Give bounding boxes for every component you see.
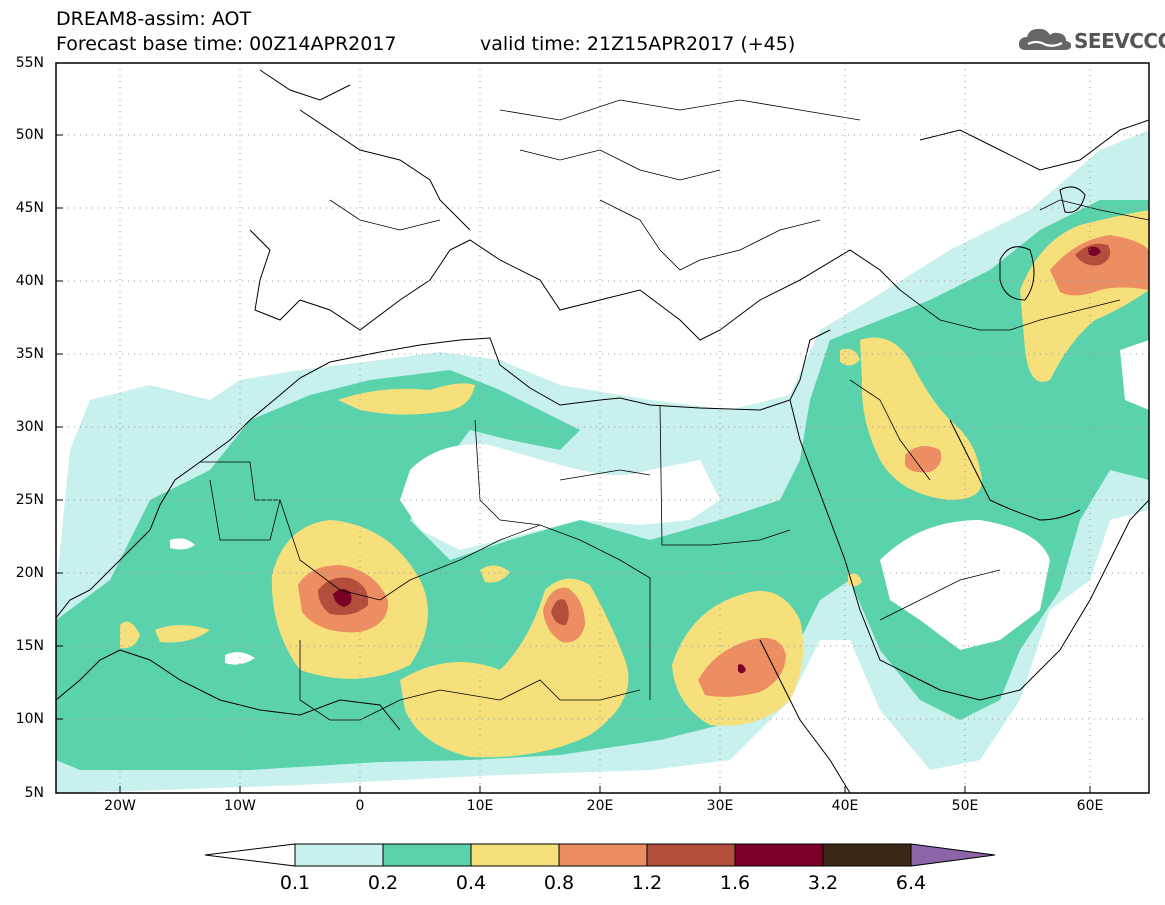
lat-label: 55N	[15, 55, 44, 71]
forecast-base-time: Forecast base time: 00Z14APR2017	[56, 33, 397, 55]
lon-label: 20E	[586, 798, 614, 814]
colorbar-label: 0.8	[543, 872, 575, 894]
lat-label: 40N	[15, 273, 44, 289]
lat-label: 30N	[15, 419, 44, 435]
lon-label: 0	[355, 798, 365, 814]
lat-label: 45N	[15, 200, 44, 216]
lat-label: 20N	[15, 565, 44, 581]
colorbar-bin	[294, 843, 384, 867]
lon-label: 10E	[466, 798, 494, 814]
lon-label: 20W	[104, 798, 136, 814]
lat-label: 35N	[15, 346, 44, 362]
colorbar-bin	[382, 843, 472, 867]
lat-label: 5N	[24, 785, 44, 801]
colorbar-label: 1.2	[631, 872, 663, 894]
colorbar-bin	[734, 843, 824, 867]
colorbar-bin	[822, 843, 912, 867]
borders	[200, 99, 1149, 721]
grid-lines	[56, 63, 1149, 793]
colorbar-label: 1.6	[719, 872, 751, 894]
logo-text: SEEVCCC	[1074, 29, 1165, 53]
aot-field	[56, 63, 1149, 793]
lat-label: 10N	[15, 711, 44, 727]
lon-label: 30E	[706, 798, 734, 814]
colorbar-label: 3.2	[807, 872, 839, 894]
colorbar-bin	[470, 843, 560, 867]
colorbar-bin	[558, 843, 648, 867]
seevccc-logo: SEEVCCC	[1016, 24, 1165, 58]
colorbar-label: 6.4	[895, 872, 927, 894]
map-frame	[55, 62, 1150, 794]
axis-ticks	[56, 134, 1091, 793]
lon-label: 50E	[951, 798, 979, 814]
lat-label: 15N	[15, 638, 44, 654]
chart-title: DREAM8-assim: AOT	[56, 8, 252, 30]
cloud-icon	[1018, 28, 1072, 50]
colorbar-label: 0.2	[367, 872, 399, 894]
coastlines	[56, 69, 1149, 793]
colorbar-low-arrow	[205, 843, 296, 867]
valid-time: valid time: 21Z15APR2017 (+45)	[480, 33, 796, 55]
lat-label: 50N	[15, 127, 44, 143]
colorbar-high-arrow	[910, 843, 996, 867]
lon-label: 60E	[1076, 798, 1104, 814]
colorbar-label: 0.4	[455, 872, 487, 894]
lon-label: 40E	[831, 798, 859, 814]
colorbar	[205, 843, 996, 867]
colorbar-label: 0.1	[279, 872, 311, 894]
lon-label: 10W	[224, 798, 256, 814]
lat-label: 25N	[15, 492, 44, 508]
colorbar-bin	[646, 843, 736, 867]
